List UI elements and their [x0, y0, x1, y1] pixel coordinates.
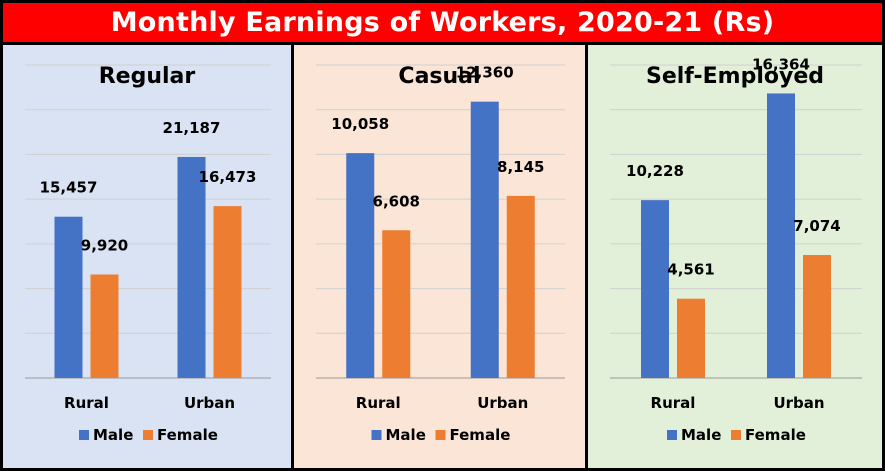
bar-female: [803, 254, 831, 378]
bar-female: [90, 274, 119, 378]
data-label: 16,364: [752, 55, 810, 73]
data-label: 15,457: [40, 179, 98, 197]
data-label: 12,360: [456, 64, 514, 82]
bar-male: [767, 93, 795, 378]
legend-swatch: [371, 430, 382, 440]
data-label: 10,058: [331, 115, 389, 133]
bar-female: [677, 298, 705, 378]
legend-label: Male: [681, 426, 721, 444]
bar-male: [177, 156, 206, 378]
data-label: 9,920: [81, 237, 128, 255]
panel-regular: Regular 15,457 9,920 Rural 21,187 16,473 Urban…: [3, 45, 291, 468]
chart-main-title: Monthly Earnings of Workers, 2020-21 (Rs…: [110, 7, 775, 38]
panel-title: Self-Employed: [646, 64, 824, 89]
legend-label: Male: [93, 426, 133, 444]
category-label: Rural: [64, 394, 109, 412]
legend-swatch: [435, 430, 446, 440]
panel-self-employed: Self-Employed 10,228 4,561 Rural 16,364 7,074…: [588, 45, 882, 468]
chart-svg: Regular 15,457 9,920 Rural 21,187 16,473 Urban…: [25, 64, 271, 444]
legend-swatch: [731, 430, 741, 440]
panel-title: Regular: [99, 64, 196, 89]
panel-casual: Casual 10,058 6,608 Rural 12,360 8,145 Urban Ma…: [294, 45, 585, 468]
legend-label: Female: [157, 426, 218, 444]
bar-male: [54, 216, 83, 378]
data-label: 8,145: [497, 158, 544, 176]
data-label: 6,608: [373, 192, 420, 210]
chart-svg: Casual 10,058 6,608 Rural 12,360 8,145 Urban Ma…: [316, 64, 565, 444]
bar-female: [506, 195, 535, 378]
legend-label: Female: [450, 426, 511, 444]
bar-male: [641, 200, 669, 378]
data-label: 4,561: [667, 261, 714, 279]
data-label: 7,074: [793, 217, 840, 235]
title-bar: Monthly Earnings of Workers, 2020-21 (Rs…: [3, 3, 882, 42]
bar-female: [382, 230, 411, 378]
category-label: Rural: [356, 394, 401, 412]
chart-svg: Self-Employed 10,228 4,561 Rural 16,364 7,074…: [610, 55, 862, 444]
bar-male: [346, 153, 375, 378]
legend-swatch: [667, 430, 677, 440]
legend-swatch: [143, 430, 153, 440]
legend-label: Female: [745, 426, 806, 444]
legend-label: Male: [386, 426, 426, 444]
category-label: Urban: [184, 394, 235, 412]
data-label: 16,473: [199, 168, 257, 186]
data-label: 10,228: [626, 162, 684, 180]
data-label: 21,187: [163, 119, 221, 137]
panel-title: Casual: [398, 64, 480, 89]
category-label: Urban: [477, 394, 528, 412]
legend-swatch: [79, 430, 89, 440]
bar-male: [470, 101, 499, 378]
category-label: Urban: [773, 394, 824, 412]
category-label: Rural: [651, 394, 696, 412]
bar-female: [213, 206, 242, 378]
